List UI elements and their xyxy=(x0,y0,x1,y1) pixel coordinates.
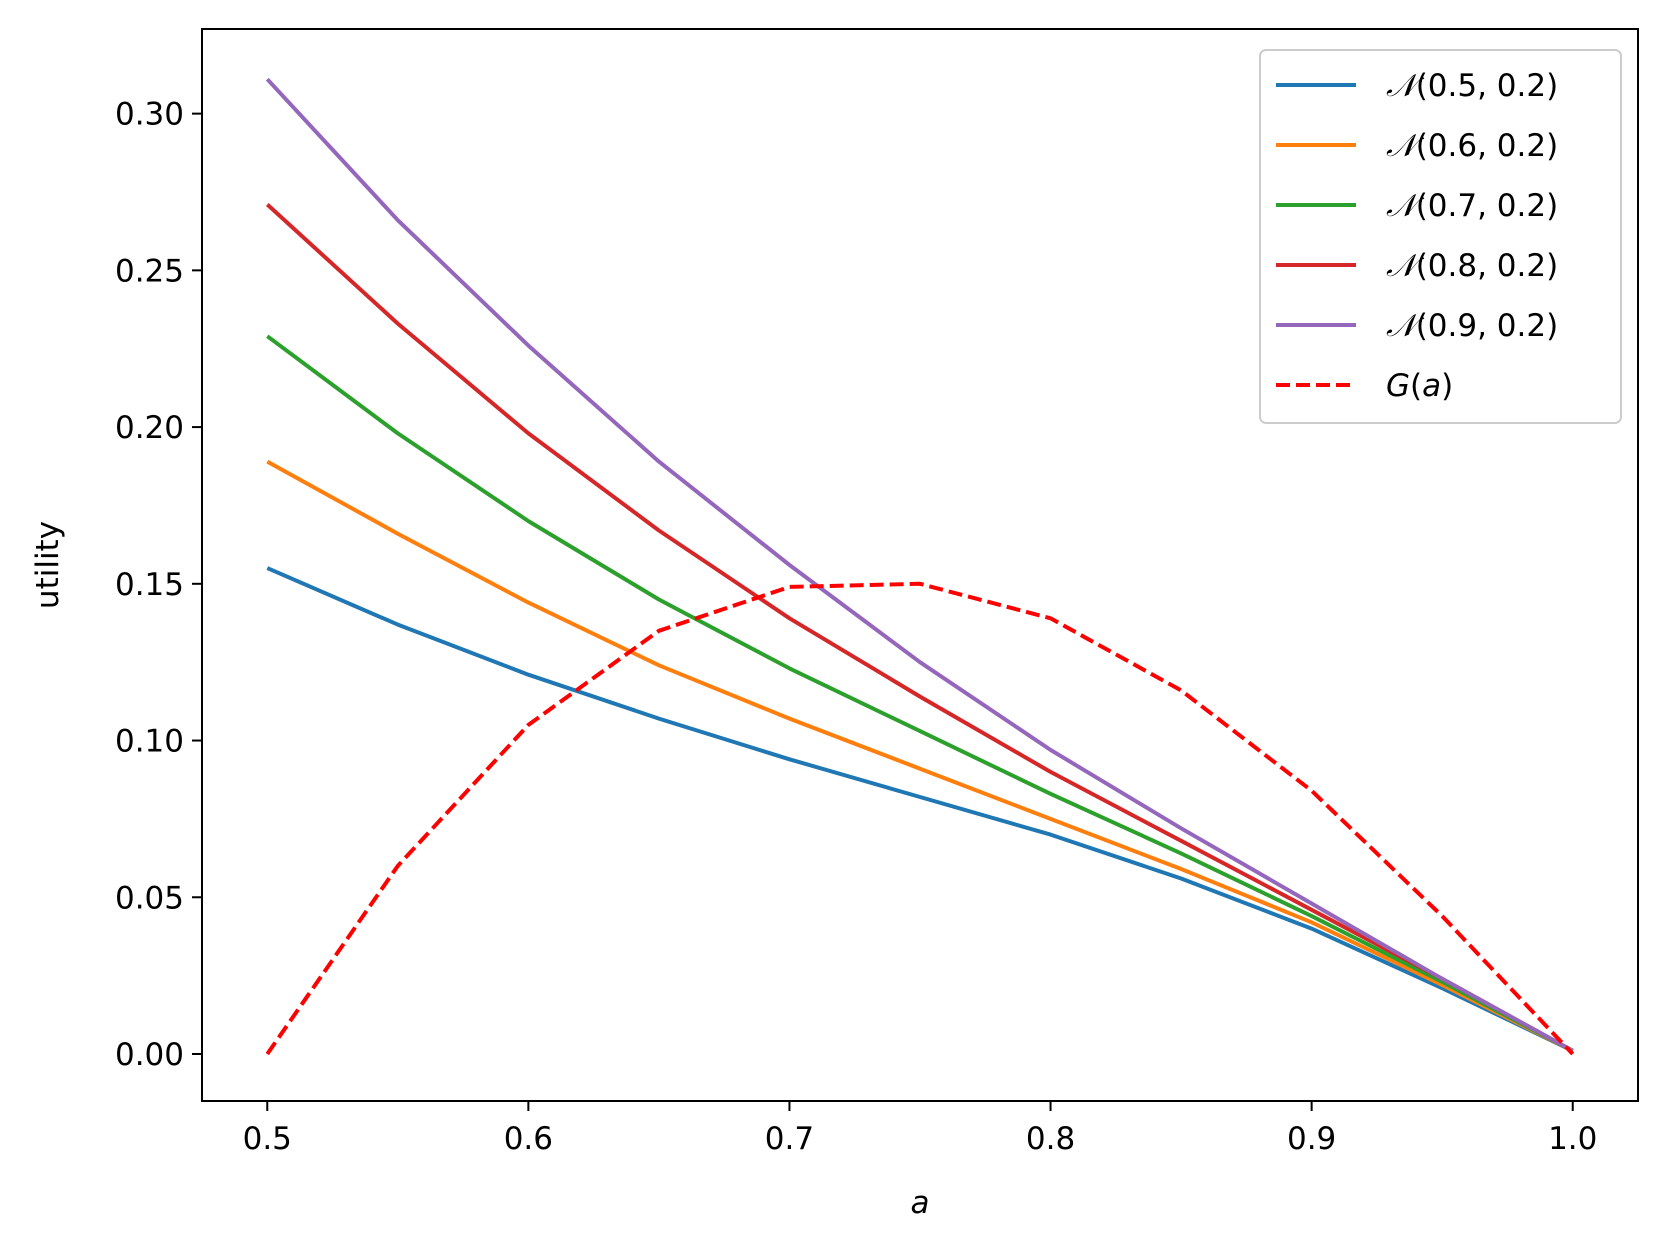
y-tick-label: 0.10 xyxy=(115,724,184,760)
plot-area xyxy=(201,28,1639,1102)
legend-label-2: 𝒩(0.7, 0.2) xyxy=(1386,188,1558,224)
x-axis: 0.5 0.6 0.7 0.8 0.9 1.0 xyxy=(243,1101,1597,1157)
legend-label-3: 𝒩(0.8, 0.2) xyxy=(1386,248,1558,284)
y-tick-label: 0.20 xyxy=(115,410,184,446)
y-tick-label: 0.05 xyxy=(115,880,184,916)
x-tick-label: 0.9 xyxy=(1287,1121,1336,1157)
x-tick-label: 0.7 xyxy=(765,1121,814,1157)
legend-label-4: 𝒩(0.9, 0.2) xyxy=(1386,308,1558,344)
series-line-0 xyxy=(266,566,1574,1053)
axes-frame xyxy=(201,28,1639,1102)
legend-label-0: 𝒩(0.5, 0.2) xyxy=(1386,68,1558,104)
x-tick-label: 1.0 xyxy=(1548,1121,1597,1157)
series-line-4 xyxy=(265,77,1574,1053)
series-line-5 xyxy=(265,581,1575,1056)
x-tick-label: 0.6 xyxy=(504,1121,553,1157)
legend: 𝒩(0.5, 0.2) 𝒩(0.6, 0.2) 𝒩(0.7, 0.2) 𝒩(0.8, … xyxy=(1259,49,1622,424)
legend-label-1: 𝒩(0.6, 0.2) xyxy=(1386,128,1558,164)
series-layer xyxy=(265,77,1575,1056)
series-line-1 xyxy=(266,459,1574,1053)
y-tick-label: 0.15 xyxy=(115,567,184,603)
series-line-3 xyxy=(265,203,1574,1053)
x-tick-label: 0.8 xyxy=(1026,1121,1075,1157)
y-axis-label: utility xyxy=(30,521,66,609)
legend-label-5: G(a) xyxy=(1386,368,1453,404)
y-tick-label: 0.25 xyxy=(115,253,184,289)
x-tick-label: 0.5 xyxy=(243,1121,292,1157)
x-axis-label: a xyxy=(911,1185,930,1221)
y-tick-label: 0.00 xyxy=(115,1037,184,1073)
y-tick-label: 0.30 xyxy=(115,97,184,133)
y-axis: 0.00 0.05 0.10 0.15 0.20 0.25 0.30 xyxy=(115,97,202,1073)
series-line-2 xyxy=(266,334,1574,1053)
